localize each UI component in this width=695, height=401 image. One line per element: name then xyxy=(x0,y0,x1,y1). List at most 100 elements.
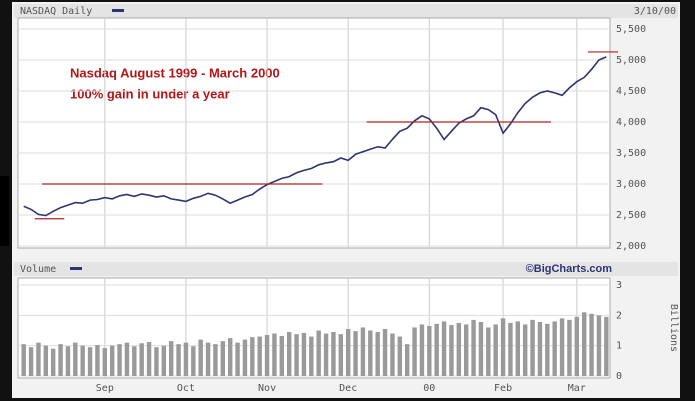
volume-bar xyxy=(522,324,528,376)
volume-bar xyxy=(257,336,262,376)
volume-bar xyxy=(515,321,521,376)
y-tick-label: 3 xyxy=(616,280,622,291)
annotation: 100% gain in under a year xyxy=(70,86,230,101)
volume-title: Volume xyxy=(20,264,56,275)
volume-bar xyxy=(493,324,498,376)
volume-bar xyxy=(545,323,550,376)
volume-bar xyxy=(434,323,439,376)
volume-bar xyxy=(353,331,358,376)
y-tick-label: 1 xyxy=(616,341,622,352)
volume-bar xyxy=(205,342,211,376)
volume-bar xyxy=(264,335,270,376)
y-tick-label: 3,000 xyxy=(616,179,646,190)
y-tick-label: 5,500 xyxy=(616,24,646,35)
volume-bar xyxy=(21,344,26,376)
volume-bar xyxy=(552,321,557,376)
source: ©BigCharts.com xyxy=(526,263,613,275)
price-plot xyxy=(17,17,611,249)
volume-bar xyxy=(471,319,476,376)
volume-bar xyxy=(279,335,285,376)
chart-title: NASDAQ Daily xyxy=(20,6,92,17)
x-tick-label: Nov xyxy=(258,383,276,394)
volume-bar xyxy=(581,312,587,376)
volume-bar xyxy=(301,332,307,376)
volume-bar xyxy=(198,339,203,376)
volume-bar xyxy=(272,333,277,376)
volume-bar xyxy=(132,346,137,376)
edge xyxy=(0,176,9,246)
volume-bar xyxy=(404,344,410,376)
volume-bar xyxy=(95,345,100,376)
volume-bar xyxy=(183,342,189,376)
price-header xyxy=(14,4,678,18)
volume-bar xyxy=(463,324,469,376)
annotation: Nasdaq August 1999 - March 2000 xyxy=(70,65,280,80)
volume-bar xyxy=(574,316,580,376)
volume-bar xyxy=(530,319,535,376)
date-label: 3/10/00 xyxy=(634,6,676,17)
legend-swatch xyxy=(112,9,124,12)
volume-bar xyxy=(50,348,56,376)
volume-bar xyxy=(28,347,34,376)
volume-bar xyxy=(456,322,462,376)
volume-bar xyxy=(375,332,380,376)
volume-bar xyxy=(109,345,115,376)
volume-bar xyxy=(316,330,321,376)
volume-bar xyxy=(441,321,447,376)
volume-bar xyxy=(154,347,159,376)
x-tick-label: Feb xyxy=(494,383,512,394)
volume-bar xyxy=(294,334,299,376)
volume-bar xyxy=(227,338,233,376)
x-tick-label: Dec xyxy=(339,383,357,394)
x-tick-label: Sep xyxy=(96,383,114,394)
volume-bar xyxy=(242,339,248,376)
volume-bar xyxy=(139,343,144,376)
volume-bar xyxy=(124,342,130,376)
y-tick-label: 2 xyxy=(616,310,622,321)
volume-bar xyxy=(390,333,395,376)
volume-bar xyxy=(412,327,417,376)
volume-bar xyxy=(73,342,78,376)
volume-bar xyxy=(449,325,454,376)
volume-bar xyxy=(161,345,167,376)
volume-bar xyxy=(87,347,93,376)
volume-bar xyxy=(338,334,344,376)
volume-bar xyxy=(360,327,366,376)
volume-bar xyxy=(58,344,63,376)
legend-swatch xyxy=(70,267,82,270)
volume-bar xyxy=(220,341,226,376)
volume-bar xyxy=(589,313,594,376)
y-tick-label: 2,500 xyxy=(616,210,646,221)
volume-bar xyxy=(168,341,174,376)
volume-bar xyxy=(508,322,513,376)
x-tick-label: 00 xyxy=(423,383,435,394)
volume-bar xyxy=(286,332,292,376)
volume-bar xyxy=(567,319,572,376)
volume-bar xyxy=(427,325,432,376)
volume-bar xyxy=(250,337,255,376)
volume-bar xyxy=(102,348,108,376)
volume-bar xyxy=(309,336,314,376)
volume-bar xyxy=(397,336,403,376)
y-tick-label: 5,000 xyxy=(616,55,646,66)
volume-bar xyxy=(368,330,373,376)
y-axis-label: Billions xyxy=(668,304,679,352)
volume-bar xyxy=(419,324,425,376)
volume-bar xyxy=(331,332,336,376)
volume-bar xyxy=(36,342,41,376)
volume-bar xyxy=(596,315,602,376)
volume-bar xyxy=(486,327,491,376)
y-tick-label: 0 xyxy=(616,371,622,382)
volume-bar xyxy=(146,342,152,376)
volume-header xyxy=(14,262,678,276)
volume-bar xyxy=(559,318,565,376)
volume-bar xyxy=(323,333,329,376)
volume-bar xyxy=(537,322,543,376)
volume-bar xyxy=(43,345,49,376)
y-tick-label: 2,000 xyxy=(616,241,646,252)
volume-bar xyxy=(382,328,388,376)
volume-bar xyxy=(500,318,506,376)
volume-bar xyxy=(604,316,609,376)
volume-bar xyxy=(176,344,181,376)
